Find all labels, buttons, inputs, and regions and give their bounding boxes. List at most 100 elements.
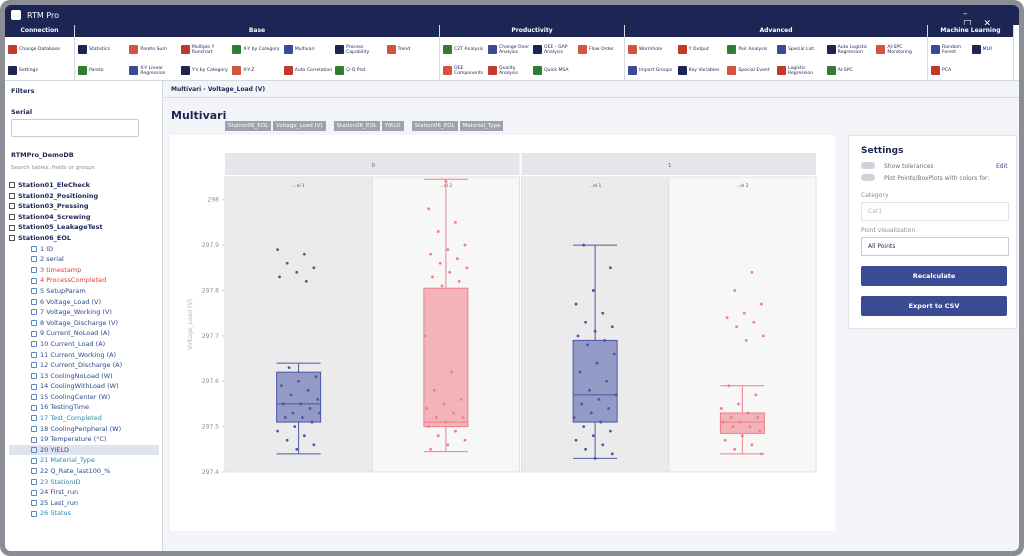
field-row[interactable]: 12 Current_Discharge (A) bbox=[9, 360, 159, 371]
field-row[interactable]: 1 ID bbox=[9, 244, 159, 255]
ribbon-button[interactable]: Y Output bbox=[677, 39, 726, 60]
point bbox=[582, 243, 586, 247]
tab[interactable]: Multivari - Voltage_Load (V) bbox=[171, 86, 266, 93]
toggle[interactable] bbox=[861, 174, 875, 181]
checkbox bbox=[31, 489, 37, 496]
icon bbox=[180, 66, 190, 75]
ribbon-button[interactable]: Multiple Y Runchart bbox=[180, 39, 230, 60]
checkbox bbox=[31, 394, 37, 401]
table-row[interactable]: Station04_Screwing bbox=[9, 212, 159, 223]
table-row[interactable]: Station02_Positioning bbox=[9, 191, 159, 202]
field-row[interactable]: 3 timestamp bbox=[9, 265, 159, 276]
chip: Voltage_Load (V) bbox=[273, 121, 326, 131]
category-select[interactable]: Cat1 bbox=[861, 202, 1009, 221]
ribbon-button[interactable]: PCA bbox=[931, 60, 970, 81]
ribbon-button-label: MLR bbox=[982, 47, 993, 52]
ribbon-button[interactable]: Pareto bbox=[78, 60, 127, 81]
ribbon-button[interactable]: Q-Q Plot bbox=[335, 60, 384, 81]
field-row[interactable]: 25 Last_run bbox=[9, 498, 159, 509]
serial-input[interactable] bbox=[11, 119, 139, 137]
ribbon-button[interactable]: OEE - GAP Analysis bbox=[533, 39, 576, 60]
field-row[interactable]: 4 ProcessCompleted bbox=[9, 275, 159, 286]
ribbon-button[interactable]: Random Forest bbox=[931, 39, 970, 60]
ribbon-button[interactable]: OEE Components bbox=[443, 60, 486, 81]
field-row[interactable]: 24 First_run bbox=[9, 487, 159, 498]
ribbon-button[interactable]: Change Over Analysis bbox=[488, 39, 531, 60]
field-name: 1 ID bbox=[40, 244, 54, 253]
recalculate-button[interactable]: Recalculate bbox=[861, 266, 1007, 286]
field-row[interactable]: 2 serial bbox=[9, 254, 159, 265]
field-row[interactable]: 10 Current_Load (A) bbox=[9, 339, 159, 350]
ribbon-button[interactable]: Multivari bbox=[283, 39, 333, 60]
ribbon-button[interactable]: Quick MSA bbox=[533, 60, 576, 81]
ribbon-button[interactable]: X-Y by Category bbox=[232, 39, 281, 60]
edit-link[interactable]: Edit bbox=[996, 163, 1008, 170]
ribbon-group-title: Base bbox=[75, 25, 439, 37]
ribbon-button[interactable]: MLR bbox=[971, 39, 1011, 60]
point bbox=[607, 407, 610, 410]
ribbon-button[interactable]: Auto Logistic Regression bbox=[826, 39, 875, 60]
field-row[interactable]: 6 Voltage_Load (V) bbox=[9, 297, 159, 308]
ribbon-button[interactable]: AI-SPC Monitoring bbox=[876, 39, 924, 60]
field-row[interactable]: 22 Q_Rate_last100_% bbox=[9, 466, 159, 477]
ribbon-button[interactable]: Wormhole bbox=[628, 39, 676, 60]
field-row[interactable]: 9 Current_NoLoad (A) bbox=[9, 328, 159, 339]
ribbon-button[interactable]: X-Y Linear Regression bbox=[129, 60, 178, 81]
ribbon-button[interactable]: Special Event bbox=[727, 60, 775, 81]
ribbon-button[interactable]: Quality Analysis bbox=[488, 60, 531, 81]
field-row[interactable]: 19 Temperature (°C) bbox=[9, 434, 159, 445]
point bbox=[285, 261, 289, 265]
ribbon-button[interactable]: Trend bbox=[386, 39, 436, 60]
window-controls[interactable]: –□✕ bbox=[963, 9, 1004, 29]
toggle[interactable] bbox=[861, 162, 875, 169]
y-tick-label: 297.4 bbox=[202, 469, 219, 476]
field-row[interactable]: 7 Voltage_Working (V) bbox=[9, 307, 159, 318]
field-row[interactable]: 15 CoolingCenter (W) bbox=[9, 392, 159, 403]
table-row[interactable]: Station05_LeakageTest bbox=[9, 222, 159, 233]
field-row[interactable]: 11 Current_Working (A) bbox=[9, 350, 159, 361]
ribbon-group-title: Advanced bbox=[625, 25, 927, 37]
ribbon-button[interactable]: Process Capability bbox=[335, 39, 384, 60]
icon bbox=[443, 66, 452, 75]
field-row[interactable]: 16 TestingTime bbox=[9, 402, 159, 413]
ribbon-button[interactable]: Import Groups bbox=[628, 60, 676, 81]
field-row[interactable]: 14 CoolingWithLoad (W) bbox=[9, 381, 159, 392]
ribbon-button-label: Y Output bbox=[688, 47, 709, 52]
expander bbox=[9, 214, 15, 221]
point bbox=[614, 393, 618, 397]
ribbon-button[interactable]: Settings bbox=[8, 60, 71, 81]
field-row[interactable]: 18 CoolingPeripheral (W) bbox=[9, 424, 159, 435]
search-box[interactable]: Search tables, fields or groups bbox=[11, 165, 95, 171]
export-button[interactable]: Export to CSV bbox=[861, 296, 1007, 316]
field-row[interactable]: 20 YIELD bbox=[9, 444, 159, 456]
field-row[interactable]: 23 StationID bbox=[9, 477, 159, 488]
table-row[interactable]: Station06_EOL bbox=[9, 233, 159, 244]
ribbon-button[interactable]: C2T Analysis bbox=[443, 39, 486, 60]
point-vis-select[interactable]: All Points bbox=[861, 237, 1009, 256]
ribbon-button[interactable]: Pair Analysis bbox=[727, 39, 775, 60]
ribbon-button[interactable]: Y's by Category bbox=[180, 60, 230, 81]
field-name: 5 SetupParam bbox=[40, 286, 86, 295]
ribbon-button[interactable]: AI-SPC bbox=[826, 60, 875, 81]
table-row[interactable]: Station03_Pressing bbox=[9, 201, 159, 212]
field-row[interactable]: 17 Test_Completed bbox=[9, 413, 159, 424]
table-row[interactable]: Station01_EleCheck bbox=[9, 180, 159, 191]
ribbon-button[interactable]: Special List bbox=[777, 39, 825, 60]
ribbon-button-label: Change Database bbox=[19, 47, 60, 52]
field-row[interactable]: 5 SetupParam bbox=[9, 286, 159, 297]
point bbox=[425, 407, 429, 410]
field-row[interactable]: 13 CoolingNoLoad (W) bbox=[9, 371, 159, 382]
field-row[interactable]: 8 Voltage_Discharge (V) bbox=[9, 318, 159, 329]
ribbon-button-label: Auto Correlation bbox=[294, 68, 333, 73]
ribbon-button[interactable]: Logistic Regression bbox=[777, 60, 825, 81]
ribbon-button[interactable]: Pareto Sum bbox=[129, 39, 178, 60]
ribbon-button[interactable]: Flow Order bbox=[578, 39, 621, 60]
ribbon-button[interactable]: Change Database bbox=[8, 39, 71, 60]
ribbon-button[interactable]: Statistics bbox=[78, 39, 127, 60]
field-row[interactable]: 21 Material_Type bbox=[9, 455, 159, 466]
ribbon-button[interactable]: Key Variables bbox=[677, 60, 726, 81]
point bbox=[593, 329, 597, 333]
ribbon-button[interactable]: X-Y-Z bbox=[232, 60, 281, 81]
field-row[interactable]: 26 Status bbox=[9, 508, 159, 519]
ribbon-button[interactable]: Auto Correlation bbox=[283, 60, 333, 81]
